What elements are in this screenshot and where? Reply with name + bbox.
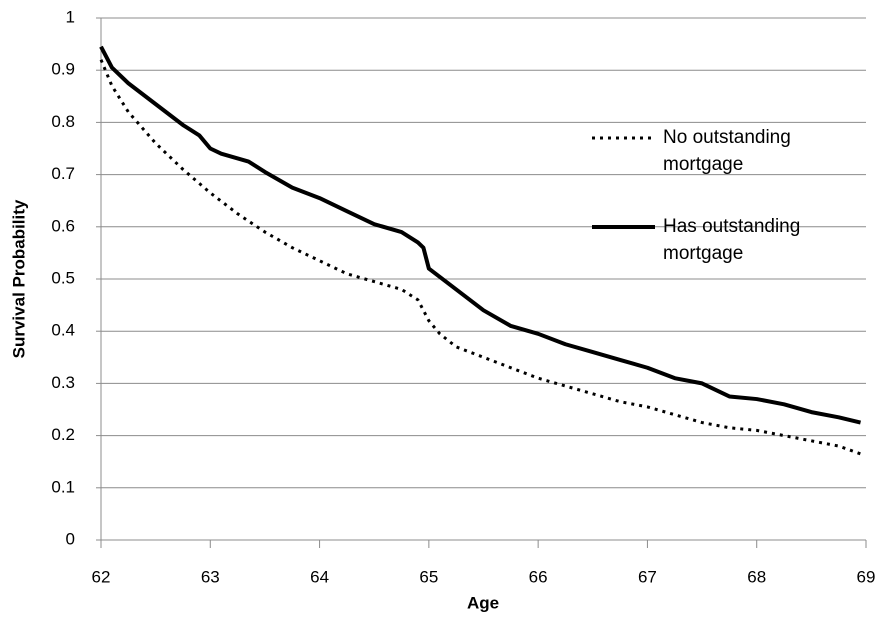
series-line xyxy=(99,45,862,425)
x-tick-label: 67 xyxy=(638,567,657,586)
y-tick-label: 1 xyxy=(66,7,75,26)
y-tick-label: 0.6 xyxy=(51,216,75,235)
y-tick-label: 0.9 xyxy=(51,60,75,79)
x-tick-label: 65 xyxy=(419,567,438,586)
y-tick-label: 0.4 xyxy=(51,321,75,340)
series-line xyxy=(99,59,862,456)
y-tick-label: 0.5 xyxy=(51,268,75,287)
x-tick-label: 66 xyxy=(529,567,548,586)
x-axis-label: Age xyxy=(467,593,499,612)
y-tick-label: 0.1 xyxy=(51,477,75,496)
y-tick-label: 0.8 xyxy=(51,112,75,131)
y-tick-label: 0.3 xyxy=(51,373,75,392)
y-tick-label: 0.7 xyxy=(51,164,75,183)
x-tick-label: 69 xyxy=(857,567,876,586)
x-tick-label: 64 xyxy=(310,567,329,586)
x-tick-label: 63 xyxy=(201,567,220,586)
x-tick-label: 62 xyxy=(92,567,111,586)
y-axis-label: Survival Probability xyxy=(9,199,28,358)
legend-label: Has outstanding mortgage xyxy=(663,216,801,264)
x-tick-label: 68 xyxy=(747,567,766,586)
y-tick-label: 0.2 xyxy=(51,425,75,444)
legend-label: No outstanding mortgage xyxy=(663,127,791,175)
y-tick-label: 0 xyxy=(66,529,75,548)
